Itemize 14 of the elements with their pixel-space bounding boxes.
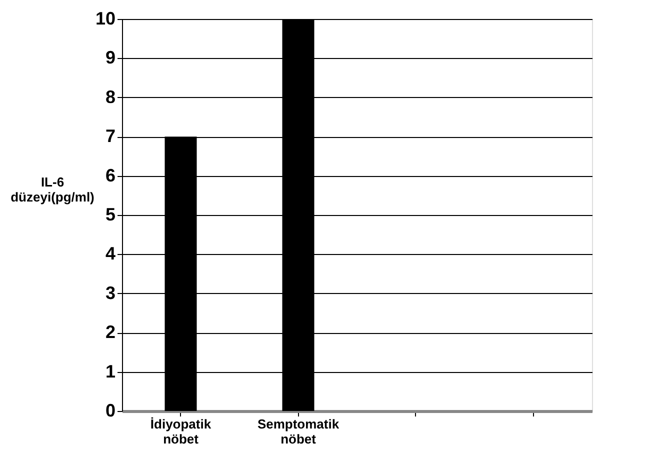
y-tick-label: 3 [105, 282, 116, 303]
y-tick-label: 7 [105, 126, 116, 146]
y-tick-label: 0 [105, 400, 116, 420]
y-tick-label: 9 [105, 48, 116, 68]
y-tick-label: 4 [105, 244, 116, 264]
y-tick-label: 6 [105, 165, 116, 186]
x-tick-label: Semptomatik nöbet [257, 416, 340, 446]
y-axis-title: IL-6 düzeyi(pg/ml) [10, 174, 94, 204]
y-tick-label: 2 [105, 322, 116, 342]
x-tick-label: İdiyopatik nöbet [150, 416, 212, 446]
y-tick-label: 10 [95, 8, 116, 28]
y-tick-label: 1 [105, 361, 116, 382]
y-tick-label: 8 [105, 86, 116, 107]
y-tick-label: 5 [105, 204, 116, 224]
